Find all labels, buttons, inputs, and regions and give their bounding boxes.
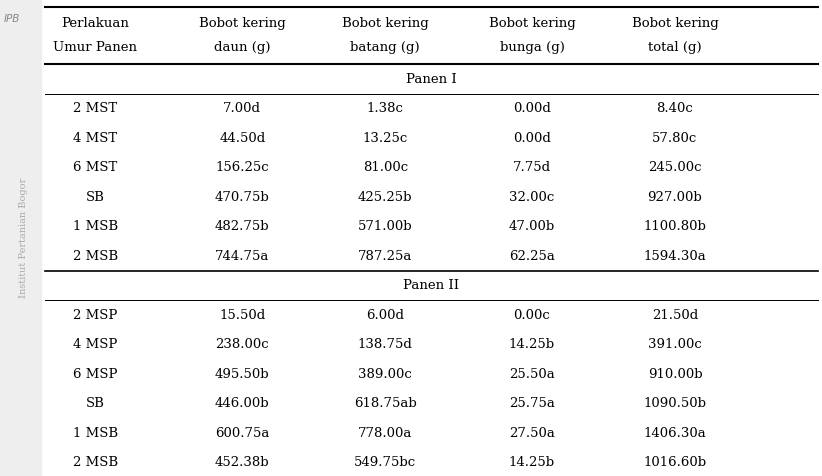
Text: Bobot kering: Bobot kering: [199, 17, 285, 30]
Text: 238.00c: 238.00c: [215, 338, 269, 351]
Text: Institut Pertanian Bogor: Institut Pertanian Bogor: [19, 178, 27, 298]
Text: batang (g): batang (g): [350, 41, 420, 54]
Text: 1 MSB: 1 MSB: [73, 220, 118, 233]
Text: 2 MSP: 2 MSP: [73, 308, 118, 322]
Text: 470.75b: 470.75b: [215, 190, 270, 204]
Text: 47.00b: 47.00b: [509, 220, 555, 233]
Text: 14.25b: 14.25b: [509, 338, 555, 351]
Text: 482.75b: 482.75b: [215, 220, 270, 233]
Text: 6 MSP: 6 MSP: [73, 367, 118, 381]
Text: 391.00c: 391.00c: [648, 338, 702, 351]
Text: 8.40c: 8.40c: [657, 102, 693, 115]
Text: 6.00d: 6.00d: [366, 308, 404, 322]
Text: 6 MST: 6 MST: [73, 161, 118, 174]
Text: Perlakuan: Perlakuan: [62, 17, 129, 30]
Text: 0.00d: 0.00d: [513, 102, 551, 115]
Text: Bobot kering: Bobot kering: [631, 17, 718, 30]
Text: 25.75a: 25.75a: [509, 397, 555, 410]
Text: Panen I: Panen I: [406, 72, 457, 86]
Text: bunga (g): bunga (g): [500, 41, 565, 54]
Text: 7.75d: 7.75d: [513, 161, 551, 174]
Text: IPB: IPB: [4, 14, 21, 24]
Text: 4 MST: 4 MST: [73, 131, 118, 145]
Text: 2 MSB: 2 MSB: [73, 249, 118, 263]
Text: 910.00b: 910.00b: [648, 367, 702, 381]
Text: 1406.30a: 1406.30a: [644, 426, 706, 440]
Text: 57.80c: 57.80c: [653, 131, 698, 145]
Text: 32.00c: 32.00c: [510, 190, 555, 204]
Text: 15.50d: 15.50d: [219, 308, 266, 322]
Text: 1016.60b: 1016.60b: [644, 456, 706, 469]
Text: 14.25b: 14.25b: [509, 456, 555, 469]
Text: 2 MST: 2 MST: [73, 102, 118, 115]
Text: 571.00b: 571.00b: [358, 220, 413, 233]
Text: 4 MSP: 4 MSP: [73, 338, 118, 351]
Text: 549.75bc: 549.75bc: [354, 456, 416, 469]
Text: 744.75a: 744.75a: [215, 249, 270, 263]
Text: 927.00b: 927.00b: [648, 190, 702, 204]
Text: 389.00c: 389.00c: [358, 367, 412, 381]
Text: 62.25a: 62.25a: [509, 249, 555, 263]
Text: 1594.30a: 1594.30a: [644, 249, 706, 263]
Text: 21.50d: 21.50d: [652, 308, 698, 322]
Text: 1.38c: 1.38c: [367, 102, 404, 115]
Text: Bobot kering: Bobot kering: [342, 17, 428, 30]
Text: 2 MSB: 2 MSB: [73, 456, 118, 469]
Text: Umur Panen: Umur Panen: [53, 41, 137, 54]
Text: 245.00c: 245.00c: [649, 161, 702, 174]
Text: 778.00a: 778.00a: [358, 426, 413, 440]
Text: 425.25b: 425.25b: [358, 190, 413, 204]
Text: daun (g): daun (g): [214, 41, 270, 54]
Text: 1 MSB: 1 MSB: [73, 426, 118, 440]
Text: 27.50a: 27.50a: [509, 426, 555, 440]
Text: 138.75d: 138.75d: [358, 338, 413, 351]
Text: 446.00b: 446.00b: [215, 397, 270, 410]
Text: 495.50b: 495.50b: [215, 367, 270, 381]
Text: 1090.50b: 1090.50b: [644, 397, 706, 410]
Text: SB: SB: [86, 190, 105, 204]
Text: 7.00d: 7.00d: [224, 102, 261, 115]
Text: 44.50d: 44.50d: [219, 131, 266, 145]
Text: 156.25c: 156.25c: [215, 161, 269, 174]
Text: 600.75a: 600.75a: [215, 426, 270, 440]
Text: 13.25c: 13.25c: [363, 131, 408, 145]
Text: 452.38b: 452.38b: [215, 456, 270, 469]
Text: 0.00c: 0.00c: [514, 308, 551, 322]
Text: 787.25a: 787.25a: [358, 249, 413, 263]
Text: total (g): total (g): [648, 41, 702, 54]
Text: 618.75ab: 618.75ab: [353, 397, 417, 410]
Bar: [0, 0, 41, 476]
Text: Panen II: Panen II: [404, 279, 459, 292]
Text: Bobot kering: Bobot kering: [488, 17, 575, 30]
Text: 0.00d: 0.00d: [513, 131, 551, 145]
Text: SB: SB: [86, 397, 105, 410]
Text: 25.50a: 25.50a: [509, 367, 555, 381]
Text: 1100.80b: 1100.80b: [644, 220, 706, 233]
Text: 81.00c: 81.00c: [363, 161, 408, 174]
